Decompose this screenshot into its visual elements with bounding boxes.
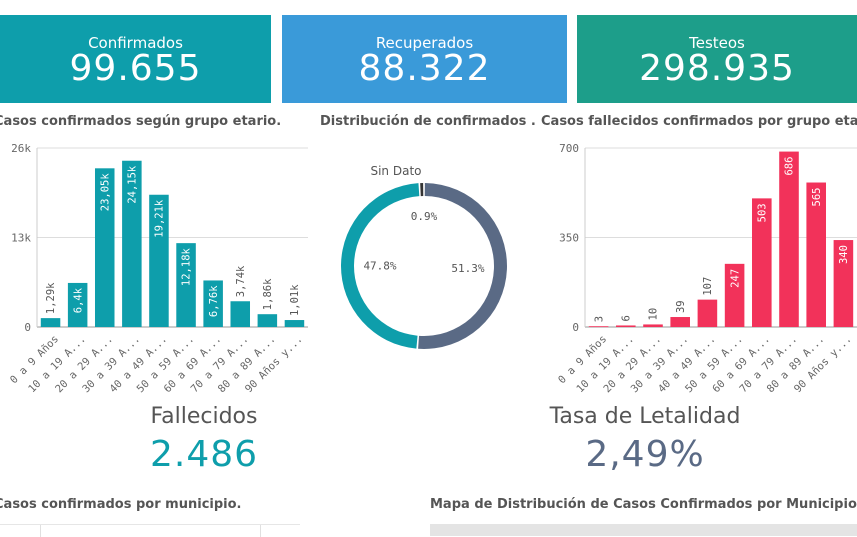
bar: [284, 320, 305, 327]
bar-value-label: 1,01k: [289, 284, 301, 316]
bar: [752, 198, 772, 327]
fallecidos-value: 2.486: [149, 434, 259, 475]
bar: [67, 282, 88, 327]
bar: [616, 325, 636, 327]
kpi-recuperados[interactable]: Recuperados 88.322: [282, 15, 567, 103]
y-tick-label: 0: [24, 321, 31, 334]
table-divider: [40, 525, 41, 537]
bar: [643, 324, 663, 327]
bar-value-label: 3,74k: [235, 265, 247, 297]
y-tick-label: 26k: [11, 142, 31, 155]
bar-value-label: 686: [784, 157, 796, 176]
municipality-map[interactable]: [430, 524, 857, 536]
y-tick-label: 350: [559, 232, 579, 245]
bar: [833, 240, 854, 327]
bar-value-label: 247: [729, 269, 741, 288]
donut-slice: [420, 183, 424, 197]
bar-value-label: 6: [620, 315, 632, 321]
bar: [724, 263, 745, 327]
bar: [149, 194, 169, 327]
y-tick-label: 700: [559, 142, 579, 155]
bar-value-label: 19,21k: [154, 199, 166, 238]
bar-value-label: 565: [811, 188, 823, 207]
bar: [588, 326, 609, 328]
municipality-title: Casos confirmados por municipio.: [0, 497, 242, 512]
bar: [40, 318, 61, 327]
bar: [670, 317, 690, 327]
kpi-confirmados-label: Confirmados: [88, 34, 183, 52]
bar: [176, 243, 196, 327]
slice-percent-label: 0.9%: [411, 210, 438, 223]
kpi-recuperados-label: Recuperados: [375, 34, 474, 52]
bar: [697, 299, 718, 327]
bar: [806, 182, 826, 327]
bar-value-label: 23,05k: [99, 173, 111, 212]
kpi-testeos-label: Testeos: [689, 34, 745, 52]
bar-value-label: 503: [756, 203, 768, 222]
bar-value-label: 6,76k: [208, 285, 220, 317]
bar-value-label: 1,86k: [262, 278, 274, 310]
donut-slice: [341, 183, 420, 349]
bar: [94, 168, 115, 327]
bar-value-label: 39: [675, 300, 687, 313]
age-deaths-title: Casos fallecidos confirmados por grupo e…: [541, 114, 857, 129]
municipality-table[interactable]: [0, 524, 300, 537]
kpi-testeos-value: 298.935: [639, 48, 795, 89]
letalidad-value: 2,49%: [585, 434, 705, 475]
bar-value-label: 24,15k: [127, 165, 139, 204]
donut-slice: [418, 183, 508, 349]
fallecidos-label: Fallecidos: [150, 404, 258, 429]
bar-value-label: 3: [593, 316, 605, 322]
bar-value-label: 6,4k: [72, 287, 84, 313]
bar-value-label: 10: [648, 308, 660, 321]
bar: [779, 151, 799, 327]
y-tick-label: 13k: [11, 232, 31, 245]
y-tick-label: 0: [572, 321, 579, 334]
kpi-confirmados[interactable]: Confirmados 99.655: [0, 15, 271, 103]
slice-percent-label: 51.3%: [451, 262, 484, 275]
bar: [230, 301, 251, 327]
bar-value-label: 340: [838, 245, 850, 264]
slice-name-label: Sin Dato: [370, 164, 421, 178]
bar: [257, 314, 278, 327]
map-title: Mapa de Distribución de Casos Confirmado…: [430, 497, 857, 512]
bar-value-label: 107: [702, 277, 714, 296]
age-confirmed-title: Casos confirmados según grupo etario.: [0, 114, 282, 129]
kpi-recuperados-value: 88.322: [358, 48, 491, 89]
bar-value-label: 12,18k: [181, 247, 193, 286]
distribution-donut-chart[interactable]: 51.3% 47.8% 0.9% Sin Dato: [318, 136, 533, 396]
kpi-testeos[interactable]: Testeos 298.935: [577, 15, 857, 103]
distribution-title: Distribución de confirmados ...: [320, 114, 535, 129]
bar: [203, 280, 223, 327]
kpi-confirmados-value: 99.655: [69, 48, 202, 89]
table-divider: [260, 525, 261, 537]
bar: [122, 160, 142, 327]
letalidad-label: Tasa de Letalidad: [549, 404, 741, 429]
slice-percent-label: 47.8%: [363, 259, 396, 272]
bar-value-label: 1,29k: [45, 282, 57, 314]
